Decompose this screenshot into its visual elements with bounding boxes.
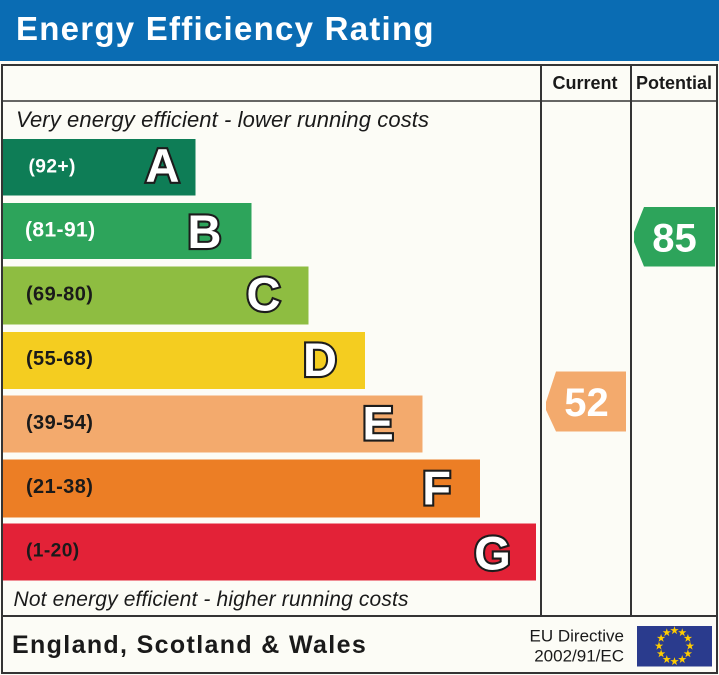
svg-text:Current: Current (552, 73, 617, 93)
svg-text:(55-68): (55-68) (26, 348, 93, 370)
svg-text:C: C (247, 268, 281, 321)
svg-text:England, Scotland & Wales: England, Scotland & Wales (12, 631, 367, 659)
svg-text:Not energy efficient - higher: Not energy efficient - higher running co… (14, 588, 410, 611)
svg-text:2002/91/EC: 2002/91/EC (534, 647, 624, 666)
svg-text:B: B (188, 205, 222, 258)
svg-text:Energy Efficiency Rating: Energy Efficiency Rating (16, 10, 435, 47)
svg-text:(39-54): (39-54) (26, 412, 93, 434)
svg-text:F: F (422, 462, 451, 515)
svg-text:(1-20): (1-20) (26, 541, 80, 562)
svg-text:(81-91): (81-91) (25, 218, 96, 241)
svg-text:(69-80): (69-80) (26, 284, 93, 306)
svg-text:E: E (362, 397, 393, 450)
svg-text:D: D (303, 333, 337, 386)
svg-text:Potential: Potential (636, 73, 712, 93)
svg-text:A: A (146, 139, 180, 192)
svg-text:Very energy efficient - lower: Very energy efficient - lower running co… (16, 107, 429, 132)
svg-text:(92+): (92+) (29, 156, 76, 177)
svg-text:(21-38): (21-38) (26, 476, 93, 498)
svg-text:EU Directive: EU Directive (530, 627, 624, 646)
svg-text:G: G (474, 527, 511, 580)
svg-text:85: 85 (652, 217, 697, 261)
svg-text:52: 52 (564, 381, 609, 425)
